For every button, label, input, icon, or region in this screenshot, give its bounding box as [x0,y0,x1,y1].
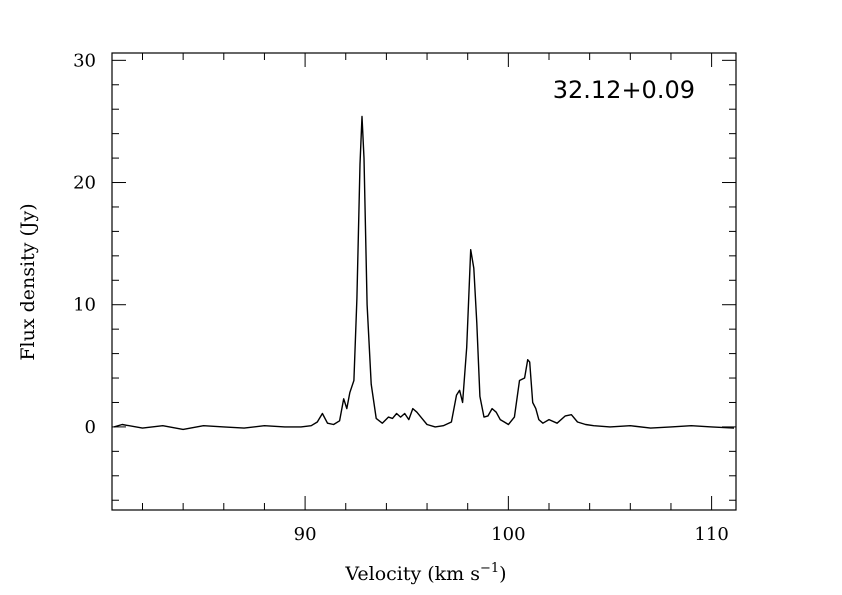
series-layer [113,115,735,431]
x-tick-label: 100 [491,524,525,545]
y-tick-label: 0 [85,417,96,438]
x-axis-title: Velocity (km s−1) [344,561,506,585]
x-tick-label: 90 [294,524,317,545]
x-axis-title-close: ) [499,563,506,585]
axis-tick-labels: 90 100 110 0 10 20 30 [73,50,729,545]
source-label: 32.12+0.09 [553,76,695,104]
x-tick-label: 110 [694,524,728,545]
axis-ticks [112,53,736,510]
y-tick-label: 30 [73,50,96,71]
x-axis-title-superscript: −1 [480,561,499,576]
y-tick-label: 20 [73,173,96,194]
plot-frame [111,52,737,511]
y-axis-title: Flux density (Jy) [17,203,39,360]
y-tick-label: 10 [73,295,96,316]
x-axis-title-main: Velocity (km s [344,563,480,585]
spectrum-line [113,115,735,431]
